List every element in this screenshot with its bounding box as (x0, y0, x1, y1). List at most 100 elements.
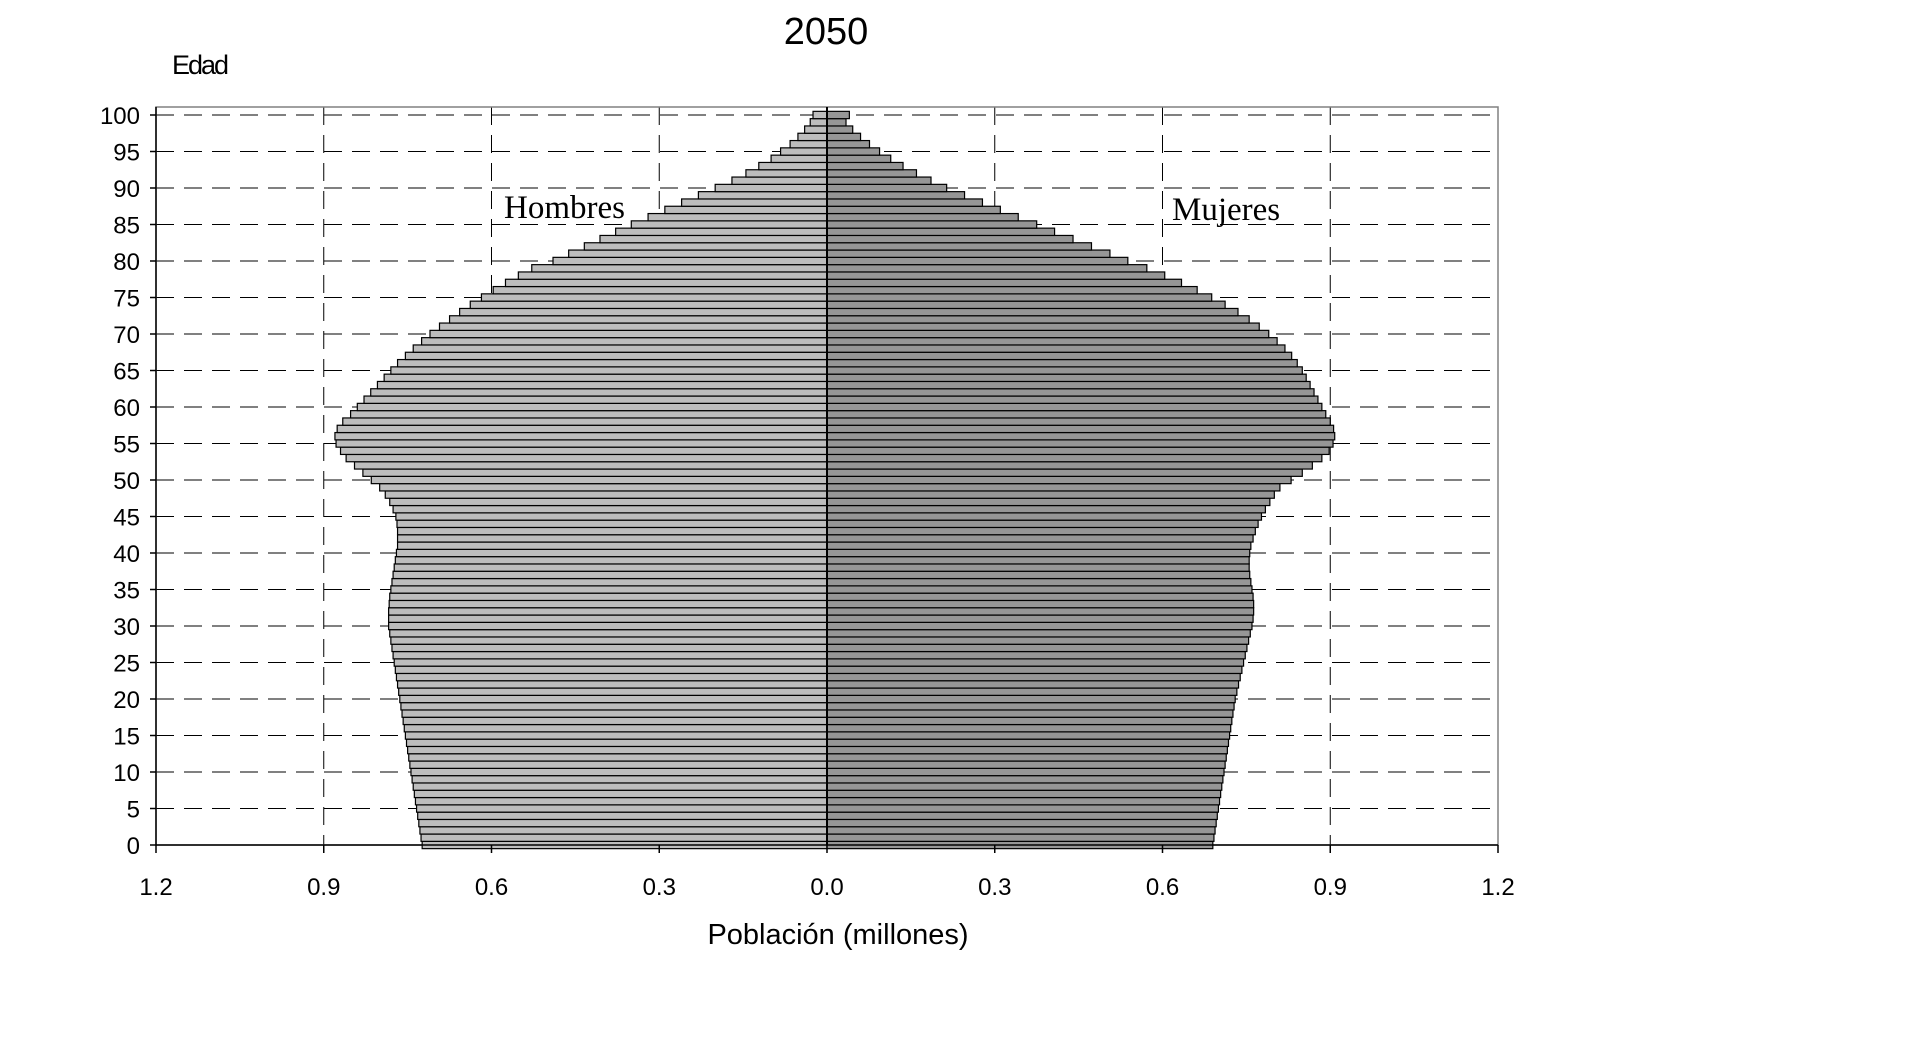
bar-mujeres-age-10 (826, 767, 1225, 777)
bar-mujeres-age-83 (826, 234, 1074, 244)
bar-hombres-age-19 (400, 702, 828, 711)
bar-mujeres-age-7 (826, 789, 1222, 799)
bar-hombres-age-37 (392, 570, 828, 580)
y-tick-label-13: 65 (113, 359, 140, 386)
bar-hombres-age-46 (392, 504, 828, 514)
bar-mujeres-age-35 (826, 585, 1253, 594)
bar-hombres-age-55 (335, 439, 828, 448)
bar-mujeres-age-28 (826, 636, 1250, 645)
y-tick-label-19: 95 (113, 140, 140, 167)
bar-hombres-age-26 (392, 650, 828, 660)
bar-hombres-age-70 (429, 329, 828, 339)
bar-mujeres-age-1 (826, 833, 1215, 842)
bar-mujeres-age-67 (826, 351, 1293, 361)
bar-hombres-age-96 (789, 139, 828, 149)
bar-hombres-age-77 (504, 278, 828, 288)
bar-mujeres-age-54 (826, 446, 1330, 456)
bar-hombres-age-1 (420, 833, 828, 842)
bar-hombres-age-87 (664, 205, 828, 215)
bar-mujeres-age-74 (826, 300, 1226, 310)
bar-hombres-age-79 (531, 264, 828, 273)
bar-mujeres-age-53 (826, 453, 1323, 463)
bar-mujeres-age-42 (826, 534, 1254, 543)
bar-mujeres-age-84 (826, 227, 1056, 237)
bar-hombres-age-68 (412, 344, 828, 353)
bar-mujeres-age-33 (826, 599, 1255, 609)
bar-hombres-age-100 (812, 110, 828, 120)
bar-hombres-age-52 (353, 461, 828, 470)
bar-mujeres-age-80 (826, 256, 1129, 266)
bar-mujeres-age-70 (826, 329, 1270, 339)
x-tick-label-0: 1.2 (139, 874, 172, 901)
y-tick-label-6: 30 (113, 614, 140, 641)
bar-hombres-age-14 (405, 738, 828, 748)
bar-mujeres-age-82 (826, 242, 1093, 251)
bar-mujeres-age-88 (826, 198, 984, 207)
bar-mujeres-age-47 (826, 497, 1271, 507)
y-tick-label-5: 25 (113, 651, 140, 678)
bar-mujeres-age-89 (826, 191, 966, 200)
bar-mujeres-age-95 (826, 147, 881, 156)
bar-mujeres-age-37 (826, 570, 1251, 580)
bar-mujeres-age-45 (826, 512, 1263, 521)
bar-mujeres-age-78 (826, 271, 1166, 280)
bar-hombres-age-54 (339, 446, 828, 456)
bar-hombres-age-29 (389, 629, 828, 638)
bar-hombres-age-25 (393, 658, 828, 667)
y-tick-label-10: 50 (113, 468, 140, 495)
bar-mujeres-age-50 (826, 475, 1292, 485)
y-tick-label-16: 80 (113, 249, 140, 276)
bar-mujeres-age-32 (826, 607, 1255, 616)
bar-mujeres-age-6 (826, 796, 1221, 806)
bar-hombres-age-12 (408, 753, 828, 762)
bar-hombres-age-98 (804, 125, 828, 134)
y-tick-label-14: 70 (113, 322, 140, 349)
bar-hombres-age-84 (615, 227, 828, 237)
bar-hombres-age-45 (395, 512, 828, 521)
bar-mujeres-age-81 (826, 249, 1111, 258)
bar-mujeres-age-93 (826, 161, 904, 171)
bar-hombres-age-17 (402, 716, 828, 726)
bar-mujeres-age-69 (826, 337, 1278, 346)
bar-mujeres-age-36 (826, 577, 1252, 587)
bar-hombres-age-39 (394, 556, 828, 565)
bar-hombres-age-80 (552, 256, 828, 266)
bar-hombres-age-74 (469, 300, 828, 310)
bar-hombres-age-88 (681, 198, 828, 207)
bar-hombres-age-94 (770, 154, 828, 164)
bar-mujeres-age-4 (826, 811, 1218, 821)
bar-mujeres-age-61 (826, 395, 1319, 404)
bar-hombres-age-48 (384, 490, 828, 499)
x-tick-label-4: 0.0 (810, 874, 843, 901)
bar-hombres-age-92 (745, 169, 828, 178)
annotation-hombres: Hombres (504, 190, 625, 226)
bar-hombres-age-18 (401, 709, 828, 718)
bar-mujeres-age-79 (826, 264, 1148, 273)
annotation-mujeres: Mujeres (1172, 192, 1280, 228)
bar-mujeres-age-40 (826, 548, 1251, 558)
bar-hombres-age-81 (568, 249, 828, 258)
x-tick-label-3: 0.3 (643, 874, 676, 901)
bar-hombres-age-67 (404, 351, 828, 361)
bar-mujeres-age-3 (826, 818, 1217, 828)
bar-hombres-age-69 (421, 337, 828, 346)
bar-mujeres-age-94 (826, 154, 892, 164)
axes: 0 5 10 15 20 25 30 35 40 45 50 55 60 65 70 75 80 85 90 95 10… (100, 103, 1515, 901)
bar-mujeres-age-34 (826, 592, 1254, 602)
y-tick-label-20: 100 (100, 103, 140, 130)
y-tick-label-18: 90 (113, 176, 140, 203)
bar-hombres-age-83 (599, 234, 828, 244)
bar-hombres-age-93 (758, 161, 828, 171)
bar-mujeres-age-2 (826, 826, 1216, 835)
bar-hombres-age-32 (388, 607, 828, 616)
bar-hombres-age-58 (342, 417, 828, 426)
bar-mujeres-age-46 (826, 504, 1266, 514)
bar-hombres-age-20 (399, 694, 828, 704)
bar-hombres-age-27 (391, 643, 828, 653)
bar-hombres-age-22 (396, 680, 828, 689)
x-tick-label-6: 0.6 (1146, 874, 1179, 901)
bar-hombres-age-78 (517, 271, 828, 280)
bar-mujeres-age-31 (826, 614, 1254, 623)
bar-mujeres-age-8 (826, 782, 1223, 791)
bar-hombres-age-51 (362, 468, 828, 477)
